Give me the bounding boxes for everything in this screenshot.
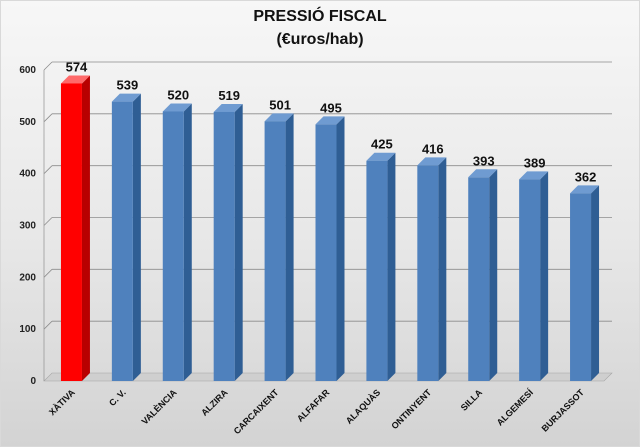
bar-4 — [264, 113, 294, 381]
x-tick-label: ALGEMESÍ — [495, 387, 536, 428]
data-label: 425 — [371, 137, 393, 152]
data-label: 389 — [524, 155, 546, 170]
data-label: 519 — [218, 88, 240, 103]
x-tick-label: ALAQUÀS — [344, 387, 383, 426]
bar-front — [213, 111, 235, 382]
data-label: 520 — [167, 87, 189, 102]
bar-front — [111, 101, 133, 381]
bar-side — [336, 116, 345, 382]
x-tick-label: VALÈNCIA — [140, 387, 179, 426]
bar-top — [468, 169, 498, 178]
bar-top — [519, 171, 549, 180]
bar-top — [315, 116, 345, 125]
gridline-6 — [43, 61, 53, 71]
data-label: 539 — [117, 78, 139, 93]
data-label: 501 — [269, 97, 291, 112]
bar-front — [315, 124, 337, 382]
bar-side — [183, 103, 192, 381]
bar-top — [60, 75, 90, 84]
bar-top — [162, 103, 192, 112]
data-label: 393 — [473, 153, 495, 168]
x-tick-label: XÀTIVA — [47, 387, 77, 417]
bar-front — [366, 160, 388, 381]
bar-top — [570, 185, 600, 194]
bar-front — [264, 121, 286, 381]
bar-top — [417, 157, 447, 166]
x-tick-label: C. V. — [107, 387, 128, 408]
bars — [60, 75, 600, 382]
bar-10 — [570, 185, 600, 381]
bar-side — [81, 75, 90, 381]
y-tick-label: 100 — [19, 324, 36, 335]
data-labels: 574 539 520 519 501 495 425 416 393 389 362 — [66, 59, 597, 184]
bar-5 — [315, 116, 345, 382]
gridline-3 — [43, 217, 53, 226]
bar-0 — [60, 75, 90, 381]
data-label: 416 — [422, 141, 444, 156]
x-axis-ticks: XÀTIVA C. V. VALÈNCIA ALZIRA CARCAIXENT ALFAF… — [47, 387, 586, 436]
x-tick-label: SILLA — [459, 387, 485, 413]
chart-subtitle: (€uros/hab) — [276, 31, 364, 48]
bar-front — [570, 193, 592, 381]
bar-front — [60, 83, 82, 381]
bar-2 — [162, 103, 192, 381]
bar-top — [111, 93, 141, 102]
y-axis-ticks: 0 100 200 300 400 500 600 — [19, 65, 36, 387]
y-tick-label: 400 — [19, 169, 36, 180]
y-tick-label: 0 — [30, 376, 36, 387]
x-tick-label: ALFAFAR — [295, 387, 332, 424]
bar-top — [366, 152, 396, 161]
bar-front — [417, 165, 439, 381]
bar-front — [519, 179, 541, 381]
bar-side — [438, 157, 447, 381]
x-tick-label: BURJASSOT — [540, 387, 587, 434]
data-label: 495 — [320, 100, 342, 115]
gridline-4 — [43, 165, 53, 174]
data-label: 362 — [575, 169, 597, 184]
bar-1 — [111, 93, 141, 381]
y-tick-label: 200 — [19, 272, 36, 283]
bar-top — [264, 113, 294, 122]
bar-side — [132, 93, 141, 381]
data-label: 574 — [66, 59, 88, 74]
bar-front — [468, 177, 490, 381]
bar-side — [591, 185, 600, 381]
y-tick-label: 300 — [19, 221, 36, 232]
bar-side — [387, 152, 396, 381]
x-tick-label: CARCAIXENT — [232, 387, 281, 436]
gridline-1 — [43, 320, 53, 330]
y-tick-label: 500 — [19, 117, 36, 128]
chart-title: PRESSIÓ FISCAL — [253, 8, 387, 25]
bar-side — [489, 169, 498, 381]
x-tick-label: ALZIRA — [199, 387, 230, 418]
bar-side — [540, 171, 549, 381]
bar-3 — [213, 103, 243, 382]
bar-side — [234, 103, 243, 382]
bar-8 — [468, 169, 498, 381]
bar-7 — [417, 157, 447, 381]
bar-top — [213, 103, 243, 112]
bar-6 — [366, 152, 396, 381]
bar-front — [162, 111, 184, 381]
bar-side — [285, 113, 294, 381]
gridline-5 — [43, 113, 53, 123]
bar-9 — [519, 171, 549, 381]
gridline-2 — [43, 269, 53, 278]
x-tick-label: ONTINYENT — [389, 387, 433, 431]
y-tick-label: 600 — [19, 65, 36, 76]
